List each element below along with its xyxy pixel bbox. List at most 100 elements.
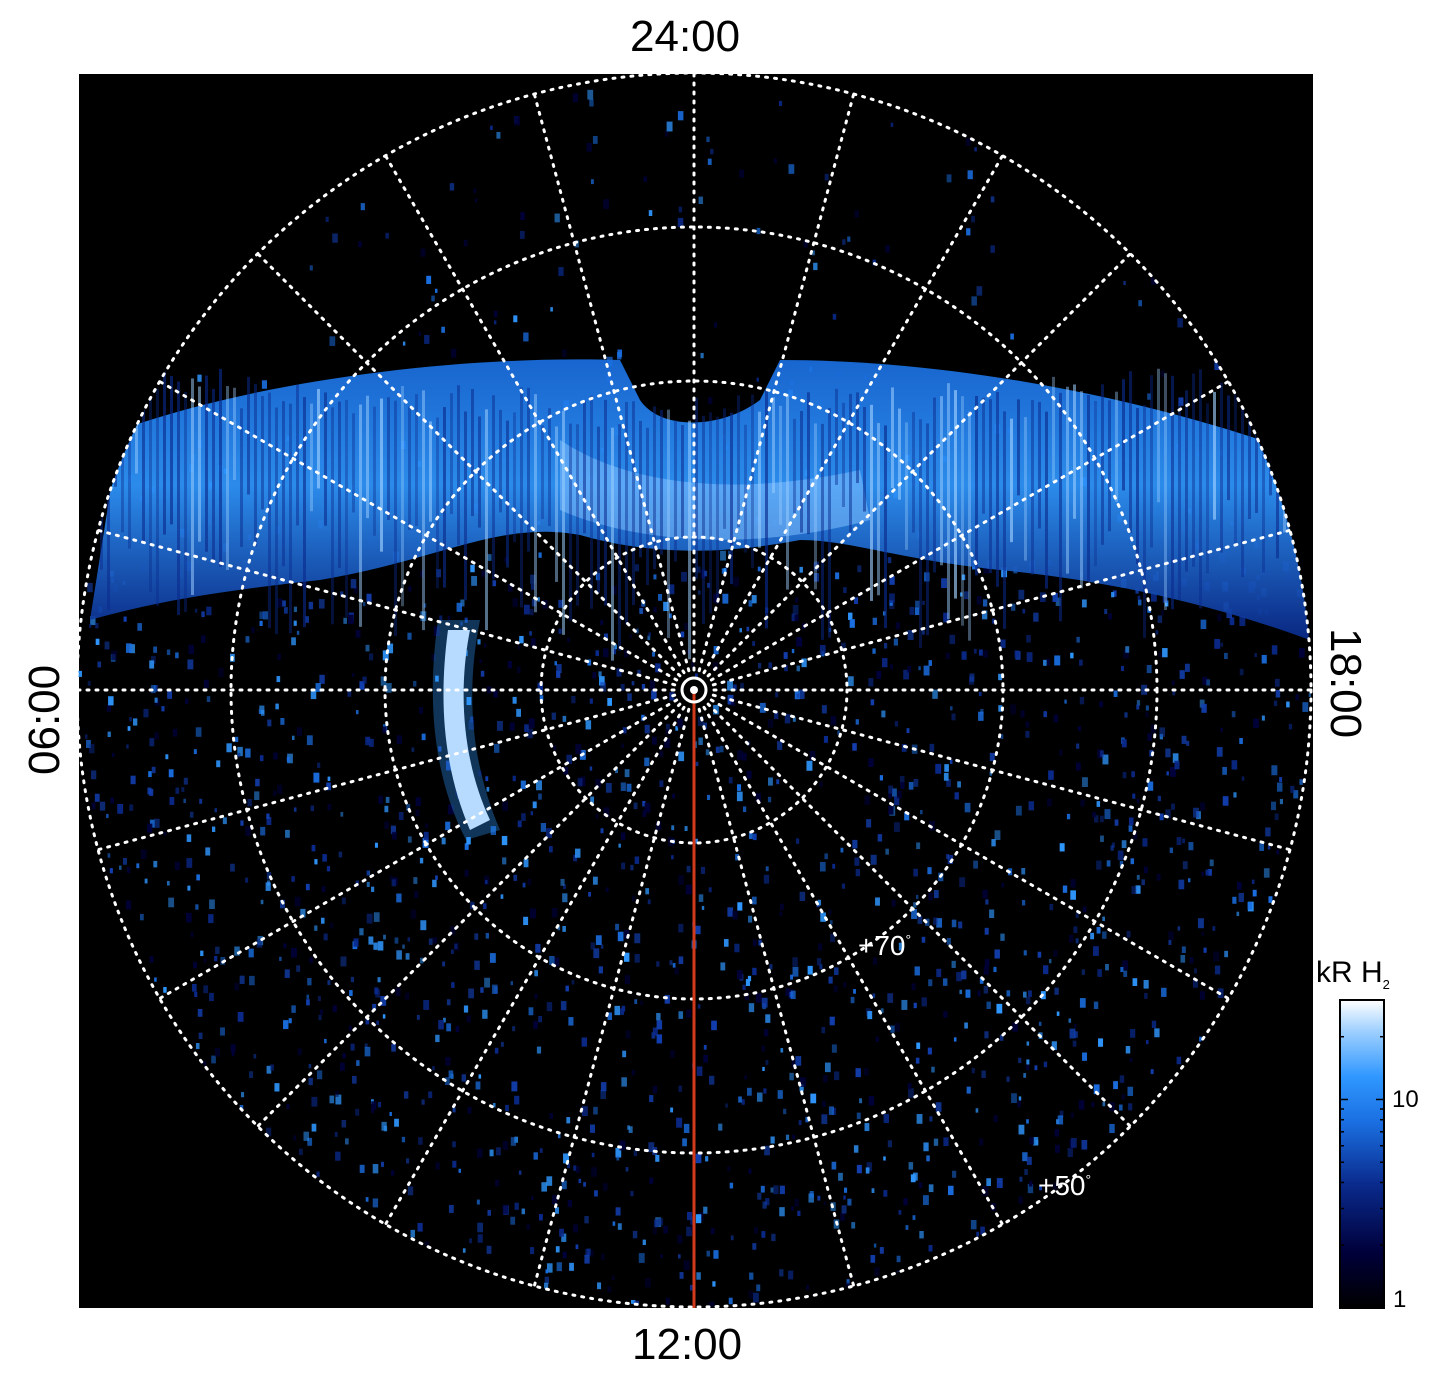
noise-pixel [727, 680, 733, 691]
oval-striation [324, 392, 327, 526]
oval-striation [156, 388, 159, 606]
noise-pixel [1075, 938, 1079, 944]
noise-pixel [447, 615, 451, 620]
noise-pixel [928, 979, 933, 987]
noise-pixel [408, 586, 412, 592]
noise-pixel [491, 984, 498, 994]
noise-pixel [161, 706, 165, 712]
noise-pixel [538, 793, 542, 800]
noise-pixel [1199, 1036, 1202, 1042]
noise-pixel [245, 826, 251, 836]
noise-pixel [372, 1164, 379, 1174]
noise-pixel [396, 735, 402, 745]
noise-pixel [756, 227, 761, 235]
noise-pixel [765, 866, 769, 872]
noise-pixel [365, 1197, 369, 1202]
noise-pixel [1217, 613, 1222, 622]
noise-pixel [575, 1244, 579, 1250]
noise-pixel [293, 606, 298, 612]
noise-pixel [452, 1141, 456, 1148]
noise-pixel [146, 823, 153, 833]
noise-pixel [470, 716, 474, 723]
oval-striation [807, 392, 810, 535]
noise-pixel [832, 313, 837, 320]
noise-pixel [511, 1081, 518, 1092]
noise-pixel [347, 690, 352, 697]
noise-pixel [1128, 825, 1133, 832]
noise-pixel [787, 1270, 794, 1280]
noise-pixel [932, 689, 938, 699]
noise-pixel [553, 745, 557, 751]
noise-pixel [694, 673, 698, 679]
latitude-value-50: +50 [1038, 1170, 1086, 1201]
noise-pixel [380, 676, 387, 686]
noise-pixel [311, 844, 316, 852]
noise-pixel [512, 1026, 516, 1032]
noise-pixel [1238, 892, 1244, 903]
noise-pixel [536, 1046, 542, 1054]
noise-pixel [1273, 700, 1278, 707]
noise-pixel [266, 872, 272, 880]
noise-pixel [712, 1281, 716, 1287]
noise-pixel [1147, 733, 1152, 741]
noise-pixel [698, 196, 704, 205]
noise-pixel [742, 806, 747, 812]
noise-pixel [373, 942, 378, 950]
noise-pixel [558, 599, 564, 608]
noise-pixel [872, 993, 876, 998]
noise-pixel [851, 1222, 856, 1229]
noise-pixel [512, 696, 517, 704]
noise-pixel [855, 1068, 861, 1078]
noise-pixel [539, 1148, 543, 1153]
noise-pixel [517, 644, 521, 650]
noise-pixel [999, 1034, 1004, 1041]
oval-striation [471, 389, 474, 517]
noise-pixel [799, 1084, 804, 1092]
noise-pixel [483, 903, 487, 910]
noise-pixel [341, 1119, 347, 1128]
noise-pixel [524, 724, 529, 732]
oval-striation [233, 387, 236, 480]
noise-pixel [1176, 1056, 1182, 1065]
noise-pixel [799, 1077, 803, 1083]
noise-pixel [697, 716, 704, 727]
noise-pixel [773, 158, 777, 164]
noise-pixel [584, 1216, 589, 1224]
noise-pixel [1168, 940, 1172, 945]
noise-pixel [562, 1251, 567, 1259]
noise-pixel [495, 1179, 500, 1187]
noise-pixel [432, 879, 437, 888]
oval-striation [282, 401, 285, 567]
noise-pixel [516, 708, 522, 717]
oval-striation [688, 420, 691, 660]
oval-striation [352, 413, 355, 513]
noise-pixel [521, 1208, 525, 1215]
oval-striation [478, 416, 481, 528]
noise-pixel [998, 705, 1003, 712]
noise-pixel [478, 770, 482, 777]
auroral-oval-bright-core [560, 440, 870, 540]
noise-pixel [1253, 718, 1259, 729]
noise-pixel [915, 894, 919, 900]
noise-pixel [211, 1055, 216, 1064]
noise-pixel [530, 1247, 535, 1255]
noise-pixel [690, 1225, 694, 1231]
noise-pixel [1130, 1029, 1136, 1038]
oval-striation [849, 393, 852, 533]
noise-pixel [595, 814, 599, 819]
noise-pixel [1156, 874, 1161, 881]
noise-pixel [273, 790, 277, 796]
noise-pixel [648, 632, 651, 637]
noise-pixel [163, 987, 167, 993]
noise-pixel [556, 664, 562, 674]
noise-pixel [1165, 809, 1171, 819]
noise-pixel [87, 680, 91, 686]
noise-pixel [377, 977, 381, 983]
oval-striation [996, 391, 999, 587]
noise-pixel [976, 1231, 980, 1237]
noise-pixel [757, 566, 761, 572]
noise-pixel [407, 632, 412, 640]
noise-pixel [655, 1154, 660, 1162]
noise-pixel [340, 591, 344, 597]
oval-striation [968, 411, 971, 641]
